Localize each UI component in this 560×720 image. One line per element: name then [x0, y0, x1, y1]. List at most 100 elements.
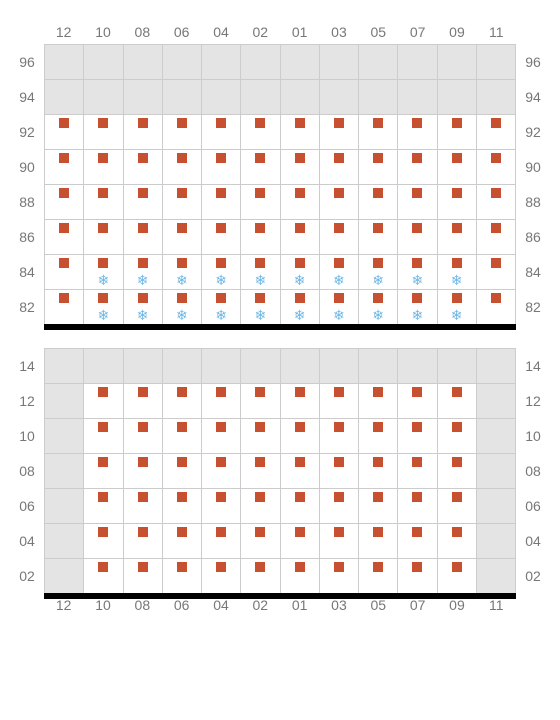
- seat-cell[interactable]: ❄: [437, 255, 476, 289]
- seat-cell[interactable]: [240, 454, 279, 488]
- seat-cell[interactable]: [162, 115, 201, 149]
- seat-cell[interactable]: [240, 150, 279, 184]
- seat-cell[interactable]: [358, 489, 397, 523]
- seat-cell[interactable]: [397, 115, 436, 149]
- seat-cell[interactable]: [123, 419, 162, 453]
- seat-cell[interactable]: [358, 150, 397, 184]
- seat-cell[interactable]: [240, 559, 279, 593]
- seat-cell[interactable]: [280, 454, 319, 488]
- seat-cell[interactable]: [280, 524, 319, 558]
- seat-cell[interactable]: ❄: [437, 290, 476, 324]
- seat-cell[interactable]: [358, 419, 397, 453]
- seat-cell[interactable]: [280, 220, 319, 254]
- seat-cell[interactable]: [240, 384, 279, 418]
- seat-cell[interactable]: [162, 559, 201, 593]
- seat-cell[interactable]: [162, 419, 201, 453]
- seat-cell[interactable]: [162, 150, 201, 184]
- seat-cell[interactable]: [240, 489, 279, 523]
- seat-cell[interactable]: [280, 150, 319, 184]
- seat-cell[interactable]: [123, 454, 162, 488]
- seat-cell[interactable]: [162, 454, 201, 488]
- seat-cell[interactable]: [358, 559, 397, 593]
- seat-cell[interactable]: [358, 454, 397, 488]
- seat-cell[interactable]: [201, 115, 240, 149]
- seat-cell[interactable]: [240, 419, 279, 453]
- seat-cell[interactable]: [201, 489, 240, 523]
- seat-cell[interactable]: [83, 454, 122, 488]
- seat-cell[interactable]: ❄: [123, 255, 162, 289]
- seat-cell[interactable]: [123, 384, 162, 418]
- seat-cell[interactable]: [44, 220, 83, 254]
- seat-cell[interactable]: [123, 115, 162, 149]
- seat-cell[interactable]: [162, 185, 201, 219]
- seat-cell[interactable]: [83, 419, 122, 453]
- seat-cell[interactable]: [280, 559, 319, 593]
- seat-cell[interactable]: ❄: [280, 290, 319, 324]
- seat-cell[interactable]: [201, 150, 240, 184]
- seat-cell[interactable]: [201, 185, 240, 219]
- seat-cell[interactable]: ❄: [358, 290, 397, 324]
- seat-cell[interactable]: [476, 220, 516, 254]
- seat-cell[interactable]: [201, 559, 240, 593]
- seat-cell[interactable]: [44, 255, 83, 289]
- seat-cell[interactable]: [437, 115, 476, 149]
- seat-cell[interactable]: [319, 454, 358, 488]
- seat-cell[interactable]: [83, 220, 122, 254]
- seat-cell[interactable]: [397, 419, 436, 453]
- seat-cell[interactable]: [397, 220, 436, 254]
- seat-cell[interactable]: [162, 489, 201, 523]
- seat-cell[interactable]: [397, 524, 436, 558]
- seat-cell[interactable]: [437, 454, 476, 488]
- seat-cell[interactable]: [44, 290, 83, 324]
- seat-cell[interactable]: [319, 220, 358, 254]
- seat-cell[interactable]: [397, 454, 436, 488]
- seat-cell[interactable]: [319, 150, 358, 184]
- seat-cell[interactable]: [123, 559, 162, 593]
- seat-cell[interactable]: [437, 524, 476, 558]
- seat-cell[interactable]: [83, 489, 122, 523]
- seat-cell[interactable]: [240, 220, 279, 254]
- seat-cell[interactable]: [319, 185, 358, 219]
- seat-cell[interactable]: [476, 290, 516, 324]
- seat-cell[interactable]: [319, 524, 358, 558]
- seat-cell[interactable]: ❄: [358, 255, 397, 289]
- seat-cell[interactable]: [437, 559, 476, 593]
- seat-cell[interactable]: ❄: [319, 255, 358, 289]
- seat-cell[interactable]: [123, 524, 162, 558]
- seat-cell[interactable]: [83, 115, 122, 149]
- seat-cell[interactable]: [240, 115, 279, 149]
- seat-cell[interactable]: [319, 115, 358, 149]
- seat-cell[interactable]: [201, 220, 240, 254]
- seat-cell[interactable]: [280, 419, 319, 453]
- seat-cell[interactable]: [162, 220, 201, 254]
- seat-cell[interactable]: [240, 185, 279, 219]
- seat-cell[interactable]: [476, 150, 516, 184]
- seat-cell[interactable]: ❄: [280, 255, 319, 289]
- seat-cell[interactable]: [123, 489, 162, 523]
- seat-cell[interactable]: ❄: [83, 255, 122, 289]
- seat-cell[interactable]: [201, 524, 240, 558]
- seat-cell[interactable]: [123, 150, 162, 184]
- seat-cell[interactable]: [397, 489, 436, 523]
- seat-cell[interactable]: ❄: [201, 255, 240, 289]
- seat-cell[interactable]: [319, 419, 358, 453]
- seat-cell[interactable]: [240, 524, 279, 558]
- seat-cell[interactable]: [437, 384, 476, 418]
- seat-cell[interactable]: [358, 524, 397, 558]
- seat-cell[interactable]: [437, 489, 476, 523]
- seat-cell[interactable]: [358, 185, 397, 219]
- seat-cell[interactable]: [437, 150, 476, 184]
- seat-cell[interactable]: [201, 454, 240, 488]
- seat-cell[interactable]: [319, 559, 358, 593]
- seat-cell[interactable]: ❄: [162, 290, 201, 324]
- seat-cell[interactable]: [280, 185, 319, 219]
- seat-cell[interactable]: [319, 489, 358, 523]
- seat-cell[interactable]: [83, 384, 122, 418]
- seat-cell[interactable]: [162, 384, 201, 418]
- seat-cell[interactable]: [397, 185, 436, 219]
- seat-cell[interactable]: [83, 559, 122, 593]
- seat-cell[interactable]: [397, 384, 436, 418]
- seat-cell[interactable]: [83, 524, 122, 558]
- seat-cell[interactable]: [437, 419, 476, 453]
- seat-cell[interactable]: [280, 384, 319, 418]
